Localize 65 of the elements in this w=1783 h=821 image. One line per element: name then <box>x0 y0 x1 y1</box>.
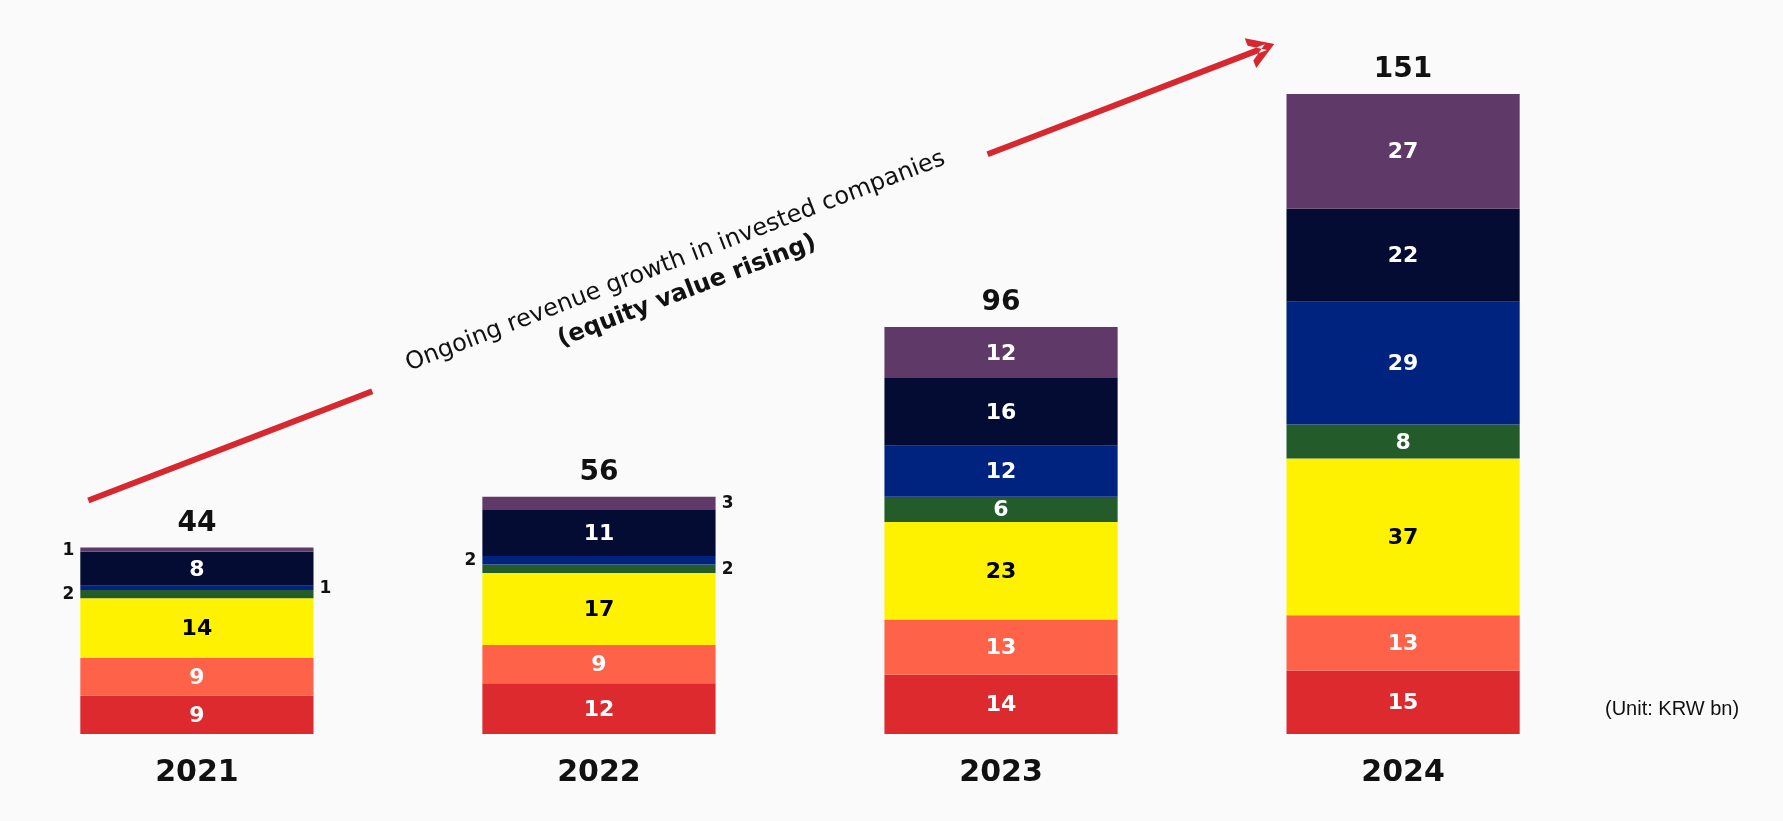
bar <box>482 555 716 565</box>
bar <box>80 695 314 734</box>
data-label: 2 <box>721 557 734 578</box>
x-tick-label: 2021 <box>155 752 239 788</box>
bar <box>80 589 314 599</box>
data-label: 17 <box>583 595 615 621</box>
data-label: 6 <box>993 496 1009 522</box>
bar <box>482 644 716 684</box>
data-label: 15 <box>1387 689 1419 715</box>
bar <box>884 619 1118 675</box>
bar <box>482 683 716 734</box>
data-label: 8 <box>189 555 205 581</box>
data-label: 2 <box>62 583 75 604</box>
bar <box>1286 670 1520 734</box>
bar <box>80 585 314 590</box>
x-tick-label: 2022 <box>557 752 641 788</box>
data-label: 14 <box>181 615 213 641</box>
data-label: 9 <box>189 663 205 689</box>
data-label: 22 <box>1387 242 1419 268</box>
data-label: 1 <box>319 576 332 597</box>
data-label: 23 <box>985 557 1017 583</box>
bar <box>884 674 1118 734</box>
bar <box>884 327 1118 378</box>
total-label: 44 <box>177 504 217 538</box>
bar <box>482 496 716 510</box>
data-label: 13 <box>1387 629 1419 655</box>
data-label: 9 <box>189 701 205 727</box>
bar <box>884 522 1118 620</box>
bar <box>884 496 1118 523</box>
bar <box>1286 301 1520 425</box>
data-label: 12 <box>985 339 1017 365</box>
data-label: 1 <box>62 538 75 559</box>
bar <box>482 564 716 573</box>
bar <box>884 377 1118 446</box>
data-label: 12 <box>985 458 1017 484</box>
data-label: 16 <box>985 398 1017 424</box>
bar <box>80 551 314 586</box>
bar <box>1286 94 1520 209</box>
bar <box>1286 424 1520 459</box>
bar <box>80 598 314 658</box>
data-label: 8 <box>1395 428 1411 454</box>
data-label: 37 <box>1387 523 1419 549</box>
bar <box>482 509 716 556</box>
total-label: 96 <box>981 284 1021 318</box>
bar <box>1286 615 1520 671</box>
total-label: 151 <box>1373 51 1433 84</box>
x-tick-label: 2023 <box>959 752 1043 788</box>
data-label: 12 <box>583 695 615 721</box>
x-tick-label: 2024 <box>1361 752 1445 788</box>
total-label: 56 <box>579 453 619 487</box>
bar <box>80 547 314 552</box>
bar <box>80 657 314 696</box>
data-label: 2 <box>464 549 477 570</box>
data-label: 27 <box>1387 138 1419 164</box>
data-label: 3 <box>721 492 734 513</box>
data-label: 9 <box>591 651 607 677</box>
bar <box>482 572 716 645</box>
data-label: 11 <box>583 519 615 545</box>
data-label: 14 <box>985 691 1017 717</box>
text: (Unit: KRW bn) <box>1605 697 1740 719</box>
bar <box>1286 458 1520 616</box>
bar <box>884 445 1118 497</box>
bar <box>1286 208 1520 302</box>
data-label: 13 <box>985 634 1017 660</box>
data-label: 29 <box>1387 350 1419 376</box>
